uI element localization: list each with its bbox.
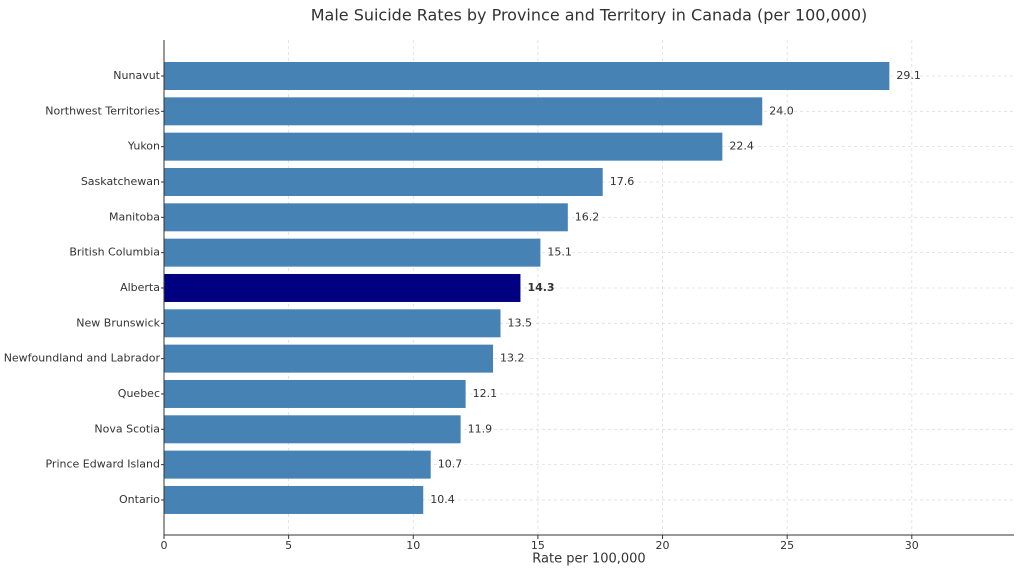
y-tick-label: Alberta [120,281,160,294]
x-tick-label: 25 [780,539,794,552]
value-label: 14.3 [527,281,554,294]
value-label: 16.2 [575,210,600,223]
bar [164,97,763,126]
value-label: 13.2 [500,352,524,365]
value-label: 11.9 [468,422,493,435]
bar [164,485,424,514]
bar [164,379,466,408]
bar [164,62,890,90]
y-tick-label: Ontario [119,493,160,506]
y-tick-label: Quebec [118,387,160,400]
y-tick-label: New Brunswick [76,316,160,329]
x-tick-label: 5 [285,539,292,552]
value-label: 13.5 [508,316,533,329]
bar [164,344,494,373]
value-label: 29.1 [896,69,921,82]
y-tick-label: Nova Scotia [94,422,160,435]
x-tick-label: 30 [905,539,919,552]
x-tick-label: 15 [531,539,545,552]
value-label: 24.0 [769,104,794,117]
x-tick-label: 20 [656,539,670,552]
y-tick-label: Newfoundland and Labrador [4,352,161,365]
y-tick-label: Prince Edward Island [45,458,160,471]
y-tick-label: British Columbia [69,246,160,259]
bar [164,238,541,267]
y-tick-label: Northwest Territories [45,104,160,117]
value-label: 17.6 [610,175,635,188]
y-tick-label: Yukon [127,140,160,153]
x-tick-label: 0 [161,539,168,552]
value-label: 22.4 [729,140,754,153]
bar [164,273,521,302]
bar [164,415,461,444]
x-tick-label: 10 [406,539,420,552]
value-label: 15.1 [547,246,572,259]
chart-title: Male Suicide Rates by Province and Terri… [311,6,868,25]
value-label: 10.7 [438,458,463,471]
value-label: 10.4 [430,493,455,506]
x-axis-label: Rate per 100,000 [532,552,645,567]
bar [164,167,603,196]
bar [164,132,723,161]
value-label: 12.1 [473,387,498,400]
bar [164,203,568,232]
y-tick-label: Saskatchewan [81,175,160,188]
y-tick-label: Nunavut [113,69,160,82]
y-tick-label: Manitoba [109,210,160,223]
bar [164,450,431,479]
bar [164,309,501,338]
